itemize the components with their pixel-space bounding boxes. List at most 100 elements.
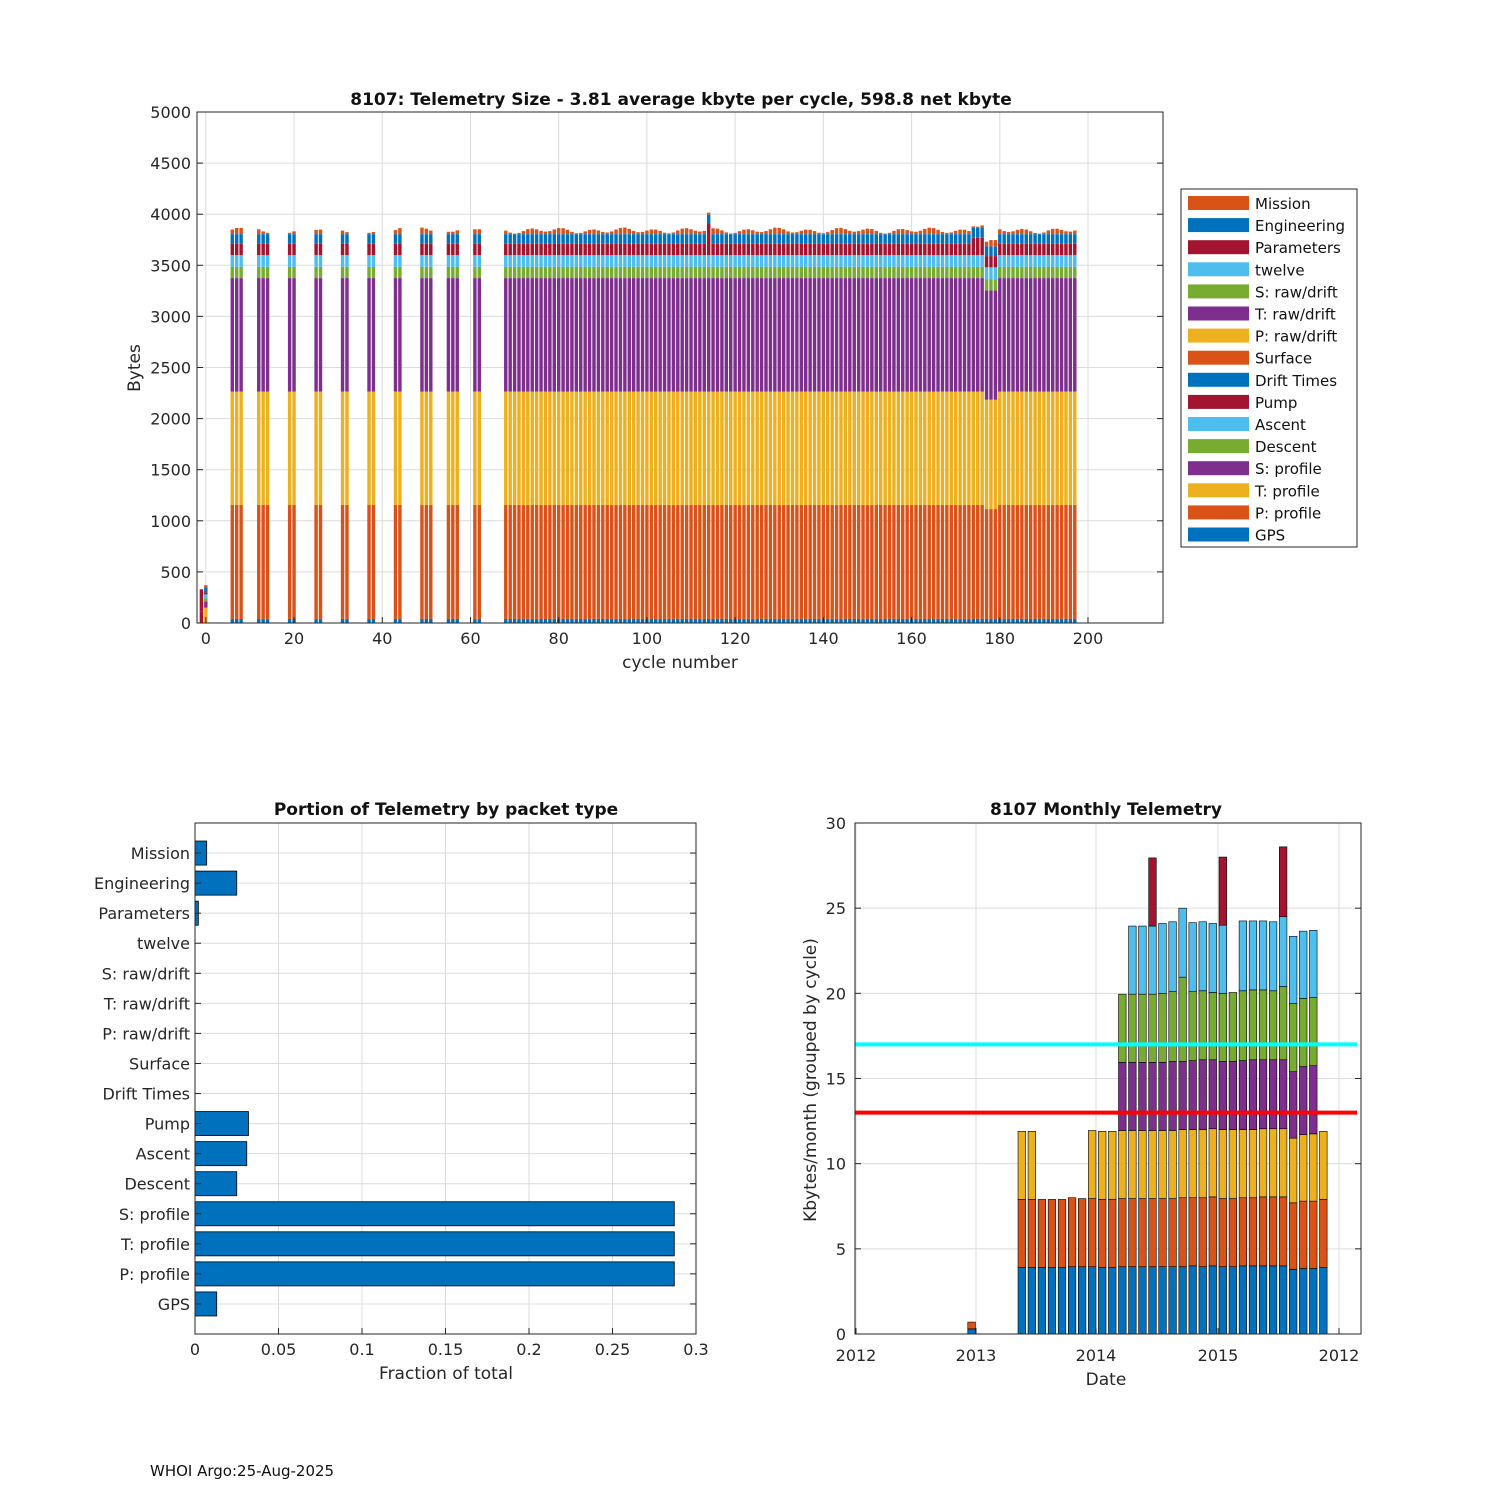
bar-segment	[1002, 234, 1006, 244]
bar-segment	[967, 255, 971, 267]
bar-segment	[512, 255, 517, 267]
bar-segment	[601, 391, 605, 505]
bar-segment	[737, 618, 742, 623]
bar-segment	[1006, 618, 1011, 623]
bar-segment	[614, 391, 618, 505]
bar-segment	[239, 504, 243, 619]
bar-segment	[786, 266, 790, 279]
bar-segment	[768, 278, 773, 392]
bar-segment	[892, 266, 896, 279]
y-tick-label: twelve	[137, 934, 190, 953]
bar-segment	[755, 234, 759, 244]
bar-segment	[570, 266, 574, 279]
bar-segment	[504, 504, 508, 619]
bar-segment	[574, 266, 579, 279]
bar-segment	[936, 278, 940, 392]
bar-segment	[927, 391, 931, 505]
bar-segment	[565, 266, 570, 279]
bar-segment	[945, 255, 949, 267]
bar-segment	[1168, 1061, 1177, 1131]
bar-segment	[923, 278, 927, 392]
y-tick-label: Surface	[129, 1054, 190, 1073]
bar-segment	[614, 266, 618, 279]
bar-segment	[398, 266, 402, 279]
bar-segment	[645, 391, 649, 505]
bar-segment	[340, 504, 345, 619]
bar-segment	[592, 266, 596, 279]
bar-segment	[451, 504, 455, 619]
bar-segment	[856, 278, 861, 392]
bar-segment	[702, 255, 706, 267]
bar-segment	[587, 504, 592, 619]
bar-segment	[605, 266, 609, 279]
bar-segment	[848, 504, 852, 619]
bar-segment	[733, 504, 737, 619]
bar-segment	[570, 618, 574, 623]
bar-segment	[989, 256, 993, 268]
bar-segment	[676, 504, 680, 619]
bar-segment	[892, 278, 896, 392]
bar-segment	[424, 278, 429, 392]
bar-segment	[843, 391, 848, 505]
bar-segment	[552, 243, 557, 256]
bar-segment	[367, 391, 371, 505]
bar-segment	[715, 504, 720, 619]
bar-segment	[742, 504, 746, 619]
bar-segment	[261, 255, 265, 267]
bar-segment	[340, 266, 345, 279]
bar-segment	[1098, 1267, 1107, 1335]
bar-segment	[989, 267, 993, 280]
bar-segment	[398, 391, 402, 505]
bar-segment	[1068, 278, 1073, 392]
bar-segment	[583, 391, 587, 505]
bar-segment	[826, 234, 830, 244]
bar-segment	[645, 266, 649, 279]
bar-segment	[826, 243, 830, 256]
legend-swatch	[1188, 417, 1249, 431]
bar-segment	[618, 243, 623, 256]
bar-segment	[689, 255, 693, 267]
bar-segment	[636, 255, 640, 267]
bar-segment	[429, 243, 433, 256]
bar-segment	[1046, 504, 1051, 619]
bar-segment	[909, 278, 914, 392]
bar-segment	[530, 391, 534, 505]
bar-segment	[971, 266, 976, 279]
bar-segment	[1088, 1266, 1097, 1335]
bar-segment	[521, 266, 526, 279]
bar-segment	[698, 266, 702, 279]
bar-segment	[993, 618, 998, 623]
bar-segment	[1051, 228, 1055, 235]
bar-segment	[733, 234, 737, 244]
bar-segment	[1198, 1266, 1207, 1335]
bar-segment	[711, 618, 715, 623]
bar-segment	[949, 618, 953, 623]
bar-segment	[526, 266, 530, 279]
bar-segment	[627, 243, 631, 256]
bar-segment	[1006, 234, 1011, 244]
bar-segment	[1158, 1266, 1167, 1335]
bar-segment	[676, 391, 680, 505]
bar-segment	[1020, 618, 1024, 623]
bar-segment	[371, 391, 376, 505]
bar-segment	[817, 255, 821, 267]
y-tick-label: 4000	[150, 205, 191, 224]
bar-segment	[561, 266, 565, 279]
bar-segment	[874, 266, 879, 279]
bar-segment	[340, 243, 345, 256]
bar-segment	[671, 243, 676, 256]
bar-segment	[905, 278, 909, 392]
y-tick-label: 30	[826, 814, 846, 833]
bar-segment	[958, 229, 962, 235]
bar-segment	[1138, 1198, 1147, 1268]
bar-segment	[1033, 255, 1037, 267]
bar-segment	[473, 266, 477, 279]
bar-segment	[781, 391, 786, 505]
bar-segment	[901, 266, 905, 279]
bar-segment	[1028, 391, 1033, 505]
bar-segment	[517, 266, 521, 279]
bar-segment	[759, 255, 764, 267]
bar-segment	[755, 243, 759, 256]
bar-segment	[680, 618, 684, 623]
bar-segment	[534, 243, 539, 256]
